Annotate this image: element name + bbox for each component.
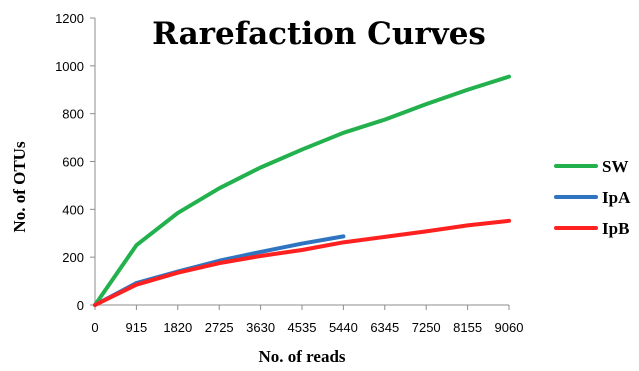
y-tick-label: 600 (62, 155, 84, 170)
legend-label-ipb: IpB (602, 219, 629, 238)
x-axis-title: No. of reads (258, 347, 345, 366)
y-ticks: 0 200 400 600 800 1000 1200 (55, 11, 95, 313)
series-line-ipa (93, 234, 346, 307)
x-tick-label: 7250 (412, 320, 441, 335)
legend: SW IpA IpB (554, 157, 631, 238)
y-tick-label: 1200 (55, 11, 84, 26)
x-tick-label: 2725 (205, 320, 234, 335)
y-axis-title: No. of OTUs (10, 141, 29, 233)
x-ticks: 0 915 1820 2725 3630 4535 5440 6345 7250 8155 9060 (91, 305, 523, 335)
x-tick-label: 9060 (495, 320, 524, 335)
legend-label-ipa: IpA (602, 188, 631, 207)
y-tick-label: 0 (77, 298, 84, 313)
x-tick-label: 5440 (329, 320, 358, 335)
x-tick-label: 915 (126, 320, 148, 335)
y-tick-label: 400 (62, 202, 84, 217)
y-tick-label: 800 (62, 107, 84, 122)
x-tick-label: 0 (91, 320, 98, 335)
x-tick-label: 3630 (246, 320, 275, 335)
y-tick-label: 1000 (55, 59, 84, 74)
legend-label-sw: SW (602, 157, 628, 176)
x-tick-label: 4535 (288, 320, 317, 335)
x-tick-label: 8155 (453, 320, 482, 335)
x-tick-label: 6345 (370, 320, 399, 335)
chart-title: Rarefaction Curves (152, 16, 486, 52)
series-layer (93, 74, 511, 307)
series-line-ipb (93, 218, 511, 307)
y-tick-label: 200 (62, 250, 84, 265)
y-axis-title-group: No. of OTUs (10, 141, 29, 233)
series-line-sw (93, 74, 511, 307)
x-tick-label: 1820 (163, 320, 192, 335)
